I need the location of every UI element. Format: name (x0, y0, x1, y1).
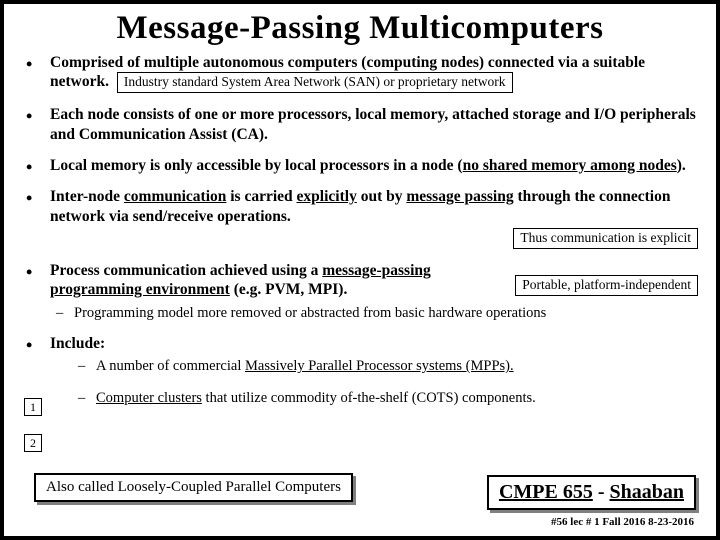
b4-box-wrap: Thus communication is explicit (50, 228, 698, 249)
b6-s2b: that utilize commodity of-the-shelf (COT… (202, 390, 536, 406)
bullet-4: Inter-node communication is carried expl… (22, 187, 698, 249)
b4-a: Inter-node (50, 188, 124, 205)
b6-s2u: Computer clusters (96, 390, 202, 406)
b5-a: Process communication achieved using a (50, 262, 322, 279)
b5-b: (e.g. PVM, MPI). (230, 281, 348, 298)
bullet-3-c: ). (677, 157, 686, 174)
author-name: Shaaban (610, 481, 685, 503)
b6-text: Include: (50, 335, 105, 352)
step-number-2: 2 (24, 434, 42, 452)
b4-b: is carried (226, 188, 296, 205)
b4-u3: message passing (406, 188, 513, 205)
b6-sub-1: A number of commercial Massively Paralle… (72, 357, 698, 375)
callout-bottom-right: CMPE 655 - Shaaban (487, 475, 696, 510)
bullet-list: Comprised of multiple autonomous compute… (22, 53, 698, 408)
b4-u2: explicitly (297, 188, 357, 205)
b4-u1: communication (124, 188, 226, 205)
b5-sublist: Programming model more removed or abstra… (50, 304, 698, 322)
bullet-3-underline: no shared memory among nodes (463, 157, 677, 174)
br-sep: - (593, 481, 610, 503)
inline-box-san: Industry standard System Area Network (S… (117, 72, 513, 93)
bullet-6: Include: A number of commercial Massivel… (22, 334, 698, 408)
bullet-2: Each node consists of one or more proces… (22, 105, 698, 144)
slide-footer: #56 lec # 1 Fall 2016 8-23-2016 (551, 516, 694, 528)
bullet-3: Local memory is only accessible by local… (22, 156, 698, 175)
bullet-2-text: Each node consists of one or more proces… (50, 106, 696, 142)
b5-sub-1: Programming model more removed or abstra… (50, 304, 698, 322)
course-code: CMPE 655 (499, 481, 593, 503)
inline-box-explicit: Thus communication is explicit (513, 228, 698, 249)
b6-sub-2: Computer clusters that utilize commodity… (72, 389, 698, 407)
b6-s1a: A number of commercial (96, 358, 245, 374)
b4-c: out by (357, 188, 407, 205)
bullet-5: Portable, platform-independent Process c… (22, 261, 698, 322)
step-number-1: 1 (24, 398, 42, 416)
slide-title: Message-Passing Multicomputers (22, 10, 698, 47)
inline-box-portable: Portable, platform-independent (515, 275, 698, 296)
b6-sublist: A number of commercial Massively Paralle… (72, 357, 698, 407)
bullet-3-a: Local memory is only accessible by local… (50, 157, 463, 174)
slide-frame: Message-Passing Multicomputers Comprised… (0, 0, 720, 540)
bullet-1: Comprised of multiple autonomous compute… (22, 53, 698, 93)
b6-s1u: Massively Parallel Processor systems (MP… (245, 358, 514, 374)
callout-bottom-left: Also called Loosely-Coupled Parallel Com… (34, 473, 353, 502)
